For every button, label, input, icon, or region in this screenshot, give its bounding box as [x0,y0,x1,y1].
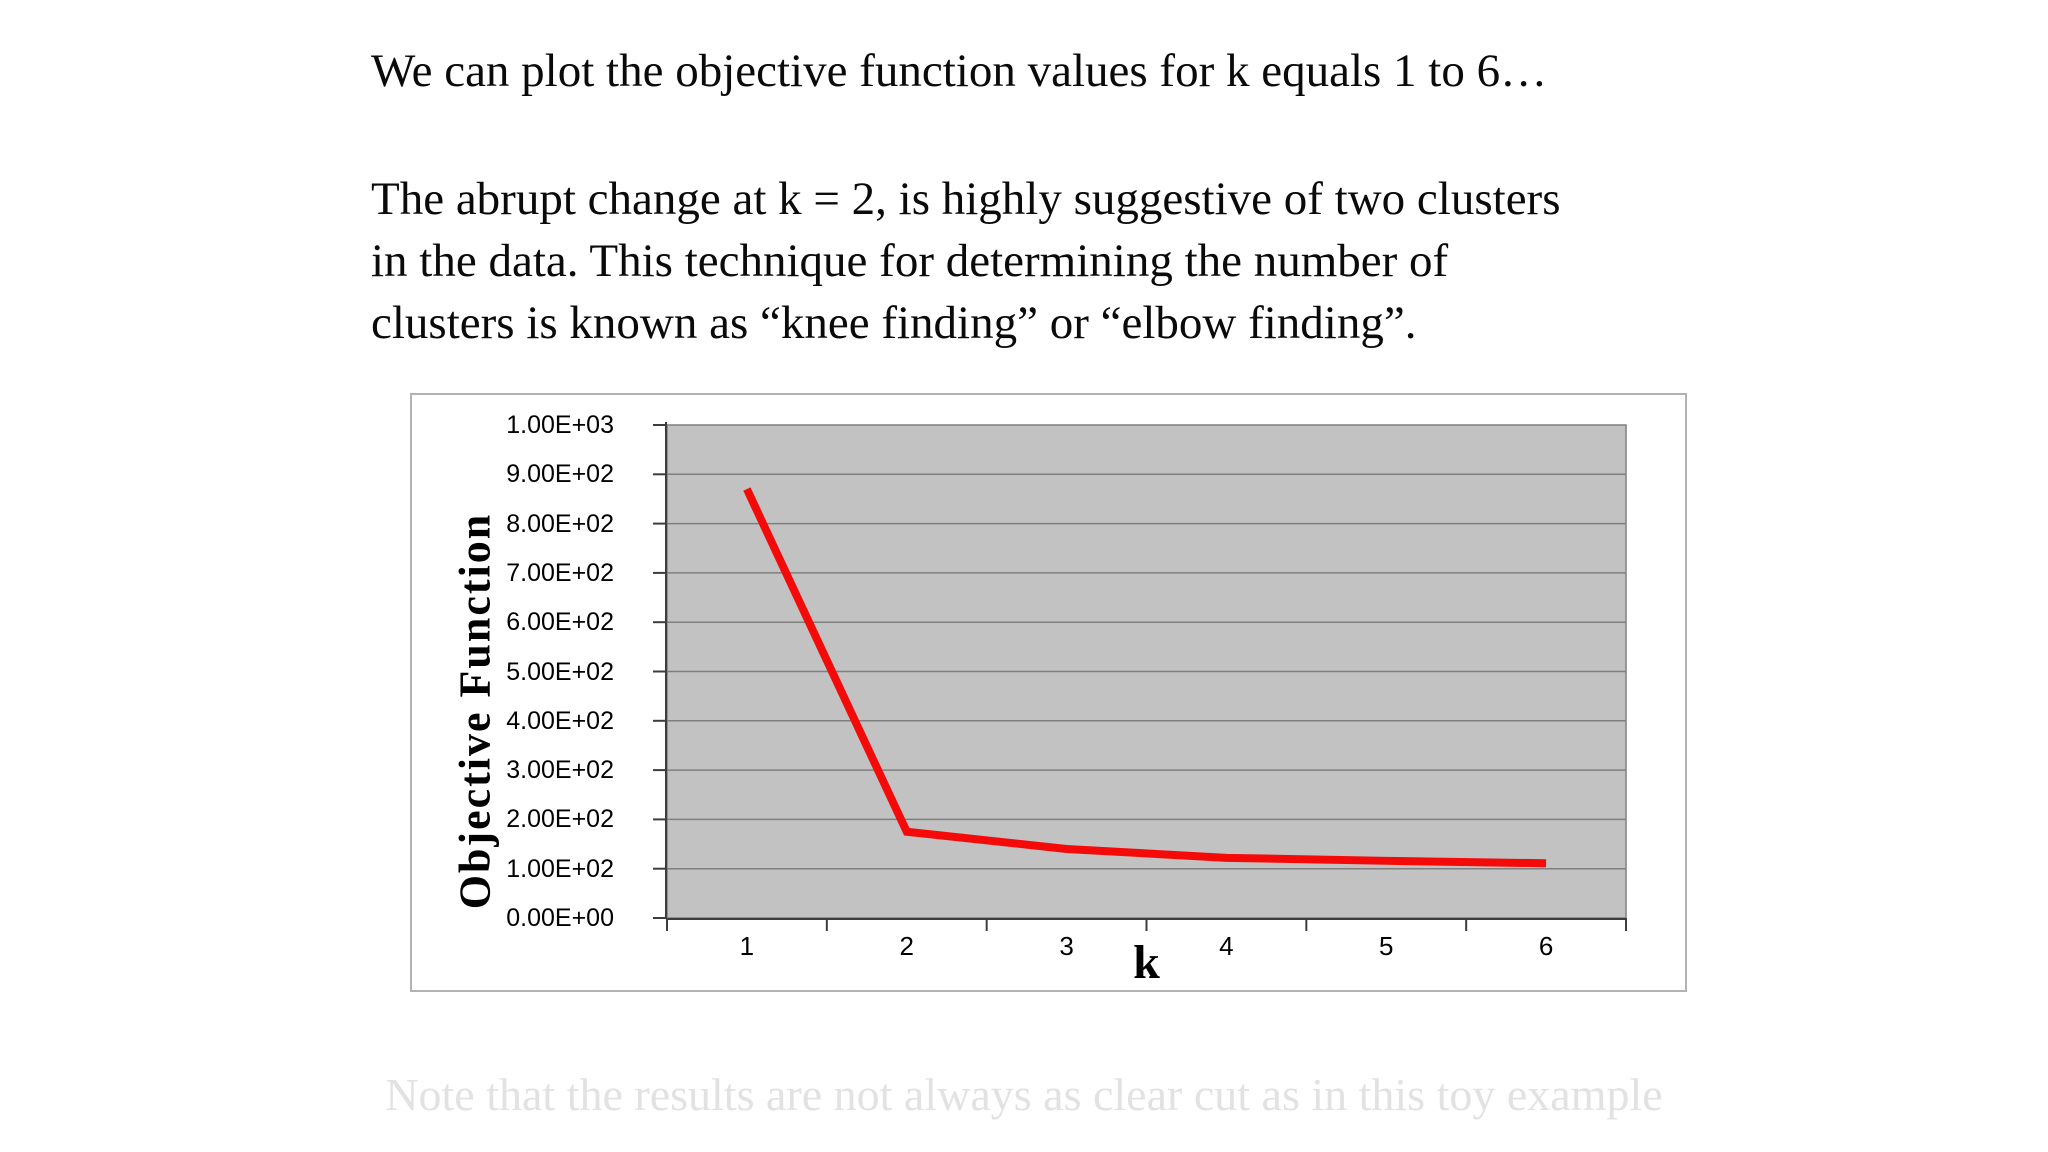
footer-note: Note that the results are not always as … [385,1069,1663,1120]
chart-plot-area [653,422,1627,931]
slide-title: We can plot the objective function value… [371,45,1548,97]
y-axis-tick-label: 8.00E+02 [506,509,614,538]
y-axis-tick-label: 7.00E+02 [506,558,614,587]
x-axis-tick-label: 4 [1219,931,1234,961]
y-axis-tick-label: 6.00E+02 [506,608,614,637]
y-axis-tick-label: 3.00E+02 [506,756,614,785]
y-axis-tick-label: 4.00E+02 [506,706,614,735]
paragraph-line: The abrupt change at k = 2, is highly su… [371,173,1561,225]
y-axis-tick-label: 1.00E+02 [506,854,614,883]
paragraph-line: clusters is known as “knee finding” or “… [371,297,1417,349]
y-axis-tick-label: 1.00E+03 [506,411,614,439]
y-axis-tick-label: 2.00E+02 [506,805,614,834]
slide-paragraph: The abrupt change at k = 2, is highly su… [371,168,1561,354]
x-axis-title: k [1133,936,1160,989]
x-axis-tick-label: 5 [1379,931,1394,961]
objective-function-line [743,487,1547,868]
y-axis-title: Objective Function [450,512,500,910]
paragraph-line: in the data. This technique for determin… [371,235,1449,287]
y-axis-tick-label: 9.00E+02 [506,460,614,489]
y-axis-tick-label: 5.00E+02 [506,657,614,686]
x-axis-tick-label: 1 [739,931,755,961]
x-axis-tick-label: 2 [899,931,914,961]
x-axis-tick-label: 3 [1059,931,1074,961]
objective-function-chart: 1.00E+03 9.00E+02 8.00E+02 7.00E+02 6.00E+02… [410,393,1687,992]
x-axis-tick-label: 6 [1538,931,1554,961]
y-axis-tick-label: 0.00E+00 [506,904,614,932]
